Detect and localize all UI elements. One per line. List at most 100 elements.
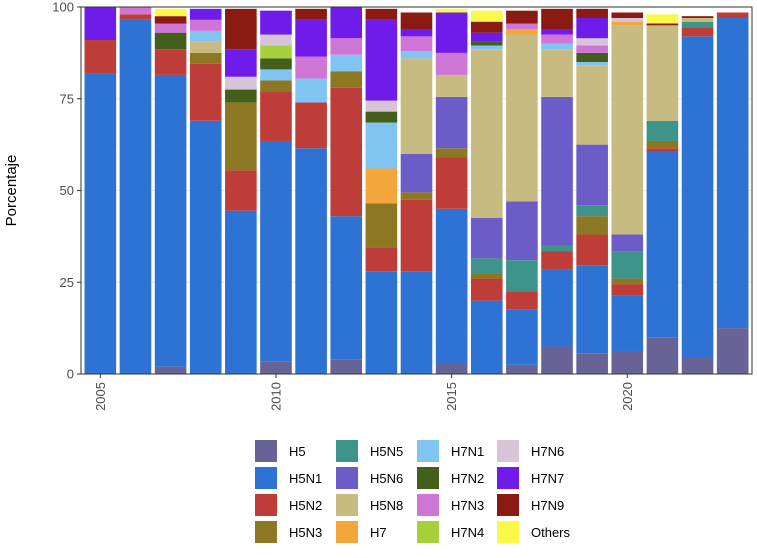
- bar-segment: [576, 234, 608, 266]
- bar-segment: [330, 54, 363, 72]
- bar-segment: [400, 36, 433, 52]
- bar-segment: [611, 278, 644, 285]
- bar-segment: [260, 80, 292, 92]
- bar-segment: [541, 8, 573, 30]
- bar-segment: [611, 12, 644, 19]
- bar-segment: [330, 87, 363, 217]
- bar-segment: [470, 300, 503, 374]
- bar-segment: [295, 78, 327, 103]
- bar-segment: [225, 102, 257, 171]
- legend-key: [497, 440, 519, 462]
- bar-segment: [541, 29, 573, 35]
- bar-segment: [611, 295, 644, 352]
- bar-segment: [225, 89, 257, 103]
- bar-segment: [400, 51, 433, 59]
- bar-segment: [470, 32, 503, 42]
- bar-segment: [576, 265, 608, 354]
- bar-segment: [470, 218, 503, 259]
- bar-segment: [506, 260, 538, 292]
- bar-segment: [470, 49, 503, 219]
- bar-segment: [260, 45, 292, 59]
- bar-segment: [541, 43, 573, 50]
- bar-segment: [681, 36, 714, 358]
- bar-segment: [189, 8, 222, 20]
- bar-segment: [646, 148, 679, 152]
- bar-segment: [154, 16, 187, 24]
- legend-key: [336, 494, 358, 516]
- bar-segment: [541, 34, 573, 44]
- legend-key: [255, 440, 277, 462]
- bar-segment: [365, 168, 398, 204]
- bar-segment: [225, 8, 257, 50]
- bar-segment: [400, 192, 433, 200]
- x-tick-label: 2010: [268, 382, 283, 411]
- bar-segment: [470, 21, 503, 33]
- legend-label: H5N6: [370, 471, 403, 486]
- legend-label: Others: [531, 525, 571, 540]
- legend-label: H5N1: [289, 471, 322, 486]
- bar-segment: [506, 29, 538, 35]
- bar-segment: [506, 23, 538, 30]
- bar-segment: [400, 12, 433, 30]
- legend-key: [255, 467, 277, 489]
- bar-segment: [435, 157, 468, 209]
- bar-segment: [470, 45, 503, 50]
- bar-segment: [225, 49, 257, 77]
- bar-segment: [611, 18, 644, 22]
- bar-segment: [646, 151, 679, 338]
- bar-segment: [576, 18, 608, 39]
- y-tick-label: 75: [60, 91, 74, 106]
- bar-segment: [646, 120, 679, 141]
- legend-key: [417, 521, 439, 543]
- bar-segment: [576, 8, 608, 19]
- bar-segment: [330, 359, 363, 374]
- bar-segment: [506, 364, 538, 374]
- bar-segment: [365, 100, 398, 112]
- bar-segment: [154, 74, 187, 367]
- legend-key: [255, 494, 277, 516]
- bar-segment: [506, 291, 538, 310]
- bar-segment: [541, 96, 573, 246]
- bar-segment: [330, 71, 363, 88]
- bar-segment: [365, 111, 398, 123]
- legend-label: H7N3: [451, 498, 484, 513]
- bars-layer: [84, 7, 749, 375]
- legend-label: H5: [289, 444, 306, 459]
- bar-segment: [681, 27, 714, 37]
- bar-segment: [295, 19, 327, 57]
- bar-segment: [435, 362, 468, 374]
- bar-segment: [646, 14, 679, 24]
- bar-segment: [576, 144, 608, 206]
- y-tick-label: 0: [67, 367, 74, 382]
- bar-segment: [260, 58, 292, 70]
- bar-segment: [435, 148, 468, 158]
- bar-segment: [295, 56, 327, 79]
- bar-segment: [154, 23, 187, 33]
- bar-segment: [400, 199, 433, 272]
- bar-segment: [435, 8, 468, 13]
- bar-segment: [716, 12, 749, 19]
- bar-segment: [611, 25, 644, 235]
- bar-segment: [84, 40, 117, 74]
- bar-segment: [189, 63, 222, 121]
- legend-label: H5N8: [370, 498, 403, 513]
- legend-key: [255, 521, 277, 543]
- bar-segment: [470, 258, 503, 274]
- bar-segment: [576, 38, 608, 46]
- bar-segment: [541, 269, 573, 347]
- legend-key: [336, 440, 358, 462]
- bar-segment: [260, 34, 292, 46]
- legend-label: H7N4: [451, 525, 484, 540]
- bar-segment: [260, 10, 292, 35]
- bar-segment: [470, 41, 503, 46]
- bar-segment: [119, 19, 152, 374]
- bar-segment: [330, 7, 363, 39]
- bar-segment: [225, 210, 257, 374]
- bar-segment: [365, 122, 398, 169]
- x-tick-label: 2015: [444, 382, 459, 411]
- bar-segment: [365, 19, 398, 101]
- bar-segment: [541, 49, 573, 97]
- bar-segment: [400, 58, 433, 154]
